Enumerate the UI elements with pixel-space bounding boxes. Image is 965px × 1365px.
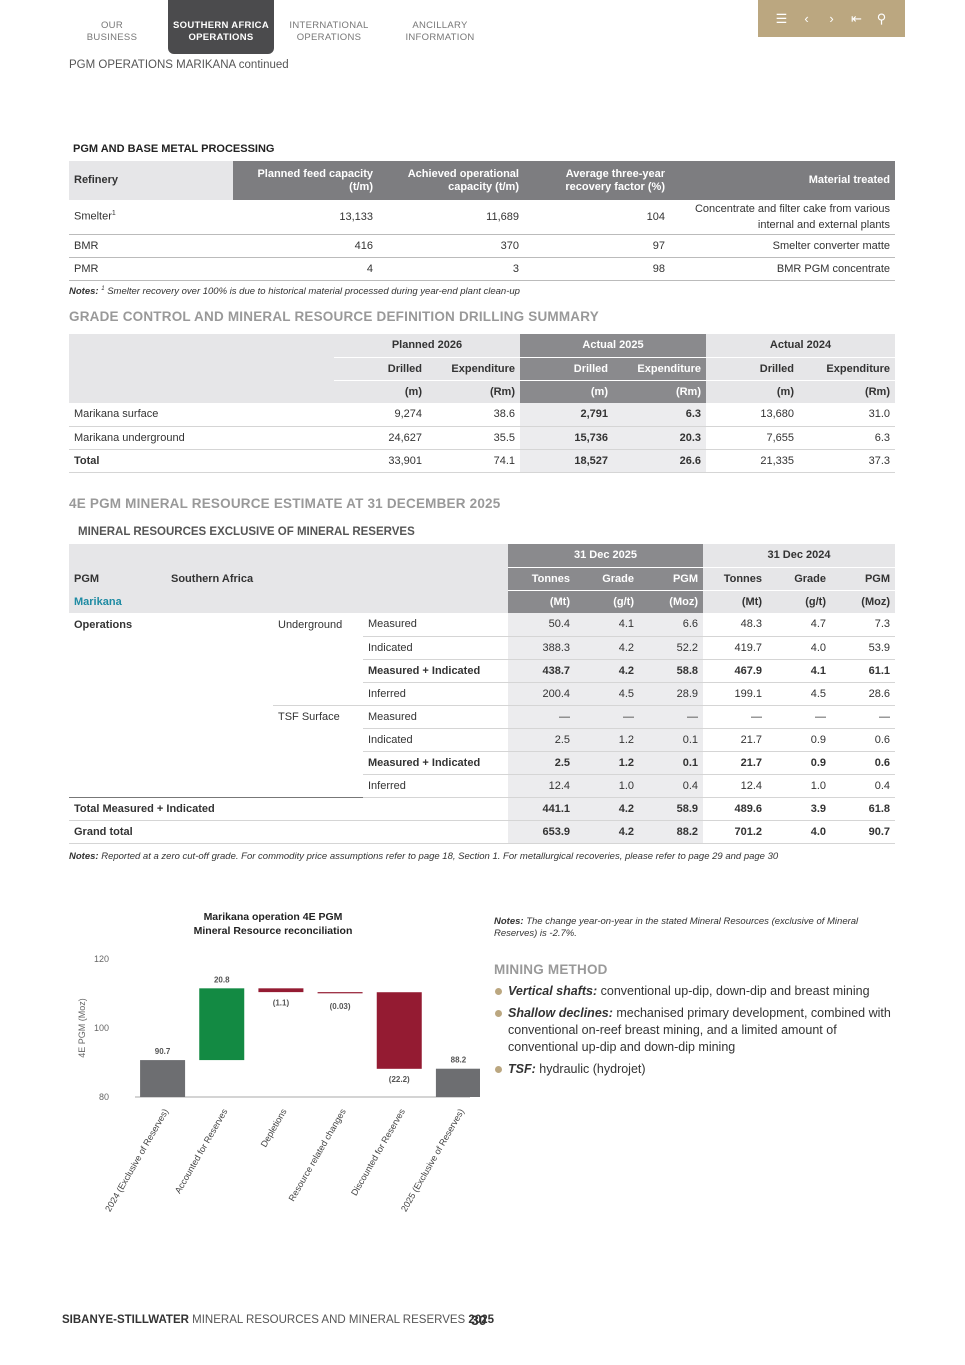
table-row: Total Measured + Indicated 441.1 4.2 58.9 48… (69, 797, 895, 821)
resource-title: 4E PGM MINERAL RESOURCE ESTIMATE AT 31 D… (69, 496, 501, 511)
data-label: (22.2) (389, 1075, 410, 1084)
chevron-left-icon[interactable]: ‹ (804, 11, 809, 26)
page-subheading: PGM OPERATIONS MARIKANA continued (69, 59, 289, 71)
bullet-dot-icon (495, 1066, 502, 1073)
table-row: Marikana underground 24,627 35.5 15,736 20.3… (69, 426, 895, 450)
x-tick-label: 2025 (Exclusive of Reserves) (399, 1107, 466, 1213)
table-row: Measured + Indicated 438.7 4.2 58.8 467.9 4.1… (69, 659, 895, 683)
x-tick-label: 2024 (Exclusive of Reserves) (103, 1107, 170, 1213)
exit-icon[interactable]: ⇤ (851, 10, 862, 26)
table-row: Grand total 653.9 4.2 88.2 701.2 4.0 90.7 (69, 820, 895, 844)
table-row: Indicated 2.5 1.2 0.1 21.7 0.9 0.6 (69, 728, 895, 752)
bullet-dot-icon (495, 1010, 502, 1017)
col-refinery: Refinery (69, 161, 233, 200)
x-tick-label: Accounted for Reserves (173, 1107, 230, 1196)
table-row: Indicated 388.3 4.2 52.2 419.7 4.0 53.9 (69, 636, 895, 660)
search-icon[interactable]: ⚲ (876, 10, 887, 26)
table-row: Total 33,901 74.1 18,527 26.6 21,335 37.3 (69, 449, 895, 473)
mining-method-title: MINING METHOD (494, 962, 608, 977)
chart-title: Marikana operation 4E PGM Mineral Resour… (193, 911, 353, 937)
table-row: Inferred 200.4 4.5 28.9 199.1 4.5 28.6 (69, 682, 895, 706)
table-row: TSF Surface Measured — — — — — — (69, 705, 895, 729)
table-row: Smelter1 13,133 11,689 104 Concentrate and… (69, 200, 895, 235)
x-tick-label: Resource related changes (287, 1107, 348, 1203)
bar (140, 1060, 186, 1097)
data-label: 88.2 (451, 1056, 467, 1065)
col-achieved: Achieved operational capacity (t/m) (378, 161, 524, 200)
x-tick-label: Discounted for Reserves (349, 1107, 407, 1198)
reconciliation-chart: 80 100 120 4E PGM (Moz) 90.7 2024 (Exclusive … (77, 954, 480, 1213)
tab-southern-africa-operations[interactable]: SOUTHERN AFRICA OPERATIONS (168, 0, 274, 54)
page-number: 30 (471, 1312, 487, 1328)
chevron-right-icon[interactable]: › (829, 11, 834, 26)
processing-table: Refinery Planned feed capacity (t/m) Ach… (69, 161, 895, 281)
y-tick-label: 80 (99, 1092, 109, 1102)
menu-icon[interactable]: ☰ (775, 10, 788, 26)
reconciliation-notes: Notes: The change year-on-year in the st… (494, 916, 859, 939)
tab-ancillary-information[interactable]: ANCILLARY INFORMATION (405, 20, 475, 43)
y-tick-label: 120 (94, 954, 109, 964)
bar (376, 992, 422, 1069)
bullet-vertical-shafts: Vertical shafts: conventional up-dip, do… (495, 983, 895, 1000)
resource-table: 31 Dec 2025 31 Dec 2024 PGM Southern Afri… (69, 544, 895, 844)
table-row: Inferred 12.4 1.0 0.4 12.4 1.0 0.4 (69, 774, 895, 798)
bar (199, 988, 245, 1061)
table-row: PMR 4 3 98 BMR PGM concentrate (69, 257, 895, 281)
bar (317, 992, 363, 994)
x-tick-label: Depletions (259, 1107, 289, 1149)
data-label: 90.7 (155, 1047, 171, 1056)
col-material: Material treated (670, 161, 895, 200)
tab-international-operations[interactable]: INTERNATIONAL OPERATIONS (289, 20, 369, 43)
drilling-table: Planned 2026 Actual 2025 Actual 2024 Dri… (69, 334, 895, 473)
y-tick-label: 100 (94, 1023, 109, 1033)
resource-subtitle: MINERAL RESOURCES EXCLUSIVE OF MINERAL R… (78, 526, 415, 538)
data-label: (0.03) (330, 1002, 351, 1011)
resource-notes: Notes: Reported at a zero cut-off grade.… (69, 851, 779, 862)
tab-our-business[interactable]: OUR BUSINESS (86, 20, 138, 43)
table-row: Operations Underground Measured 50.4 4.1 6.6 4… (69, 613, 895, 637)
bullet-dot-icon (495, 988, 502, 995)
processing-notes: Notes: 1 Smelter recovery over 100% is d… (69, 286, 520, 298)
bullet-shallow-declines: Shallow declines: mechanised primary dev… (495, 1005, 895, 1056)
table-row: Measured + Indicated 2.5 1.2 0.1 21.7 0.9 0.6 (69, 751, 895, 775)
footer: SIBANYE-STILLWATER MINERAL RESOURCES AND… (62, 1314, 495, 1326)
bar (435, 1068, 480, 1097)
bullet-tsf: TSF: hydraulic (hydrojet) (495, 1061, 895, 1078)
drilling-title: GRADE CONTROL AND MINERAL RESOURCE DEFIN… (69, 309, 599, 324)
col-recovery: Average three-year recovery factor (%) (524, 161, 670, 200)
processing-title: PGM AND BASE METAL PROCESSING (73, 143, 275, 155)
table-row: Marikana surface 9,274 38.6 2,791 6.3 13,680 3… (69, 403, 895, 427)
toolbar: ☰ ‹ › ⇤ ⚲ (758, 0, 905, 37)
data-label: (1.1) (273, 998, 290, 1007)
data-label: 20.8 (214, 975, 230, 984)
y-axis-label: 4E PGM (Moz) (77, 998, 87, 1058)
bar (258, 988, 304, 993)
col-planned-feed: Planned feed capacity (t/m) (233, 161, 378, 200)
table-row: BMR 416 370 97 Smelter converter matte (69, 234, 895, 258)
